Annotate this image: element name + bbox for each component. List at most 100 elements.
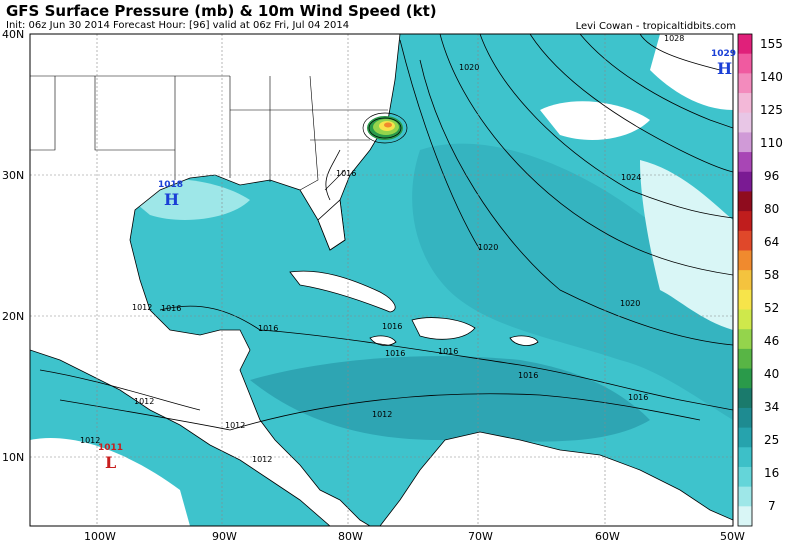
colorbar-swatch [738, 407, 752, 429]
colorbar-swatches [738, 34, 752, 527]
colorbar-swatch [738, 309, 752, 330]
isobar-label: 1012 [134, 397, 154, 406]
colorbar-tick: 58 [764, 268, 779, 282]
isobar-label: 1012 [225, 421, 245, 430]
isobar [419, 59, 733, 346]
low-pressure-marker: L [105, 453, 116, 472]
colorbar-swatch [738, 447, 752, 468]
colorbar-swatch [738, 506, 752, 527]
colorbar-swatch [738, 171, 752, 192]
isobar [479, 34, 733, 219]
colorbar-swatch [738, 289, 752, 311]
calm-zone-ne [650, 34, 733, 110]
land-cuba [289, 270, 396, 313]
pressure-centers: 1029 H 1018 H 1011 L [98, 49, 736, 472]
lat-label: 30N [2, 169, 24, 182]
isobar [399, 39, 481, 251]
colorbar-swatch [738, 132, 752, 153]
colorbar-swatch [738, 34, 752, 55]
colorbar-swatch [738, 53, 752, 74]
isobar-label: 1012 [80, 436, 100, 445]
colorbar-swatch [738, 427, 752, 448]
pressure-value: 1029 [711, 49, 736, 59]
isobar-label: 1016 [438, 347, 458, 356]
latitude-labels: 40N 30N 20N 10N [2, 28, 24, 464]
isobar [59, 399, 231, 431]
colorbar-swatch [738, 73, 752, 94]
high-pressure-marker: H [164, 190, 179, 209]
land-south-america [379, 431, 733, 526]
pressure-value: 1011 [98, 443, 123, 453]
isobar-label: 1016 [628, 393, 648, 402]
isobar-label: 1016 [258, 324, 278, 333]
colorbar-swatch [738, 191, 752, 212]
colorbar-swatch [738, 112, 752, 133]
lat-label: 20N [2, 310, 24, 323]
colorbar-swatch [738, 250, 752, 271]
map-credit: Levi Cowan - tropicaltidbits.com [575, 21, 736, 32]
isobar [639, 34, 721, 71]
isobar-label: 1020 [478, 243, 498, 252]
map-title: GFS Surface Pressure (mb) & 10m Wind Spe… [6, 2, 437, 20]
colorbar-swatch [738, 466, 752, 488]
colorbar-tick: 34 [764, 400, 779, 414]
colorbar-swatch [738, 152, 752, 173]
colorbar-tick: 46 [764, 334, 779, 348]
colorbar-tick: 52 [764, 301, 779, 315]
isobar [579, 34, 733, 129]
colorbar-frame [737, 33, 753, 527]
calm-zone-central [540, 101, 650, 140]
lat-label: 40N [2, 28, 24, 41]
colorbar-tick: 40 [764, 367, 779, 381]
land-puerto-rico [509, 335, 539, 346]
colorbar-swatch [738, 270, 752, 291]
isobar-label: 1020 [620, 299, 640, 308]
isobar [529, 34, 733, 173]
isobar-label: 1016 [336, 169, 356, 178]
map-subtitle: Init: 06z Jun 30 2014 Forecast Hour: [96… [6, 20, 350, 31]
colorbar-swatch [738, 329, 752, 350]
isobar-label: 1024 [621, 173, 641, 182]
isobar [39, 369, 201, 411]
land-hispaniola [411, 317, 476, 340]
high-pressure-center-1029: 1029 H [711, 49, 736, 78]
colorbar-swatch [738, 93, 752, 114]
colorbar-tick: 96 [764, 169, 779, 183]
colorbar-swatch [738, 348, 752, 370]
lon-label: 100W [84, 530, 116, 543]
land-florida [317, 199, 346, 251]
lon-label: 80W [338, 530, 363, 543]
colorbar-tick: 125 [760, 103, 783, 117]
storm-system [362, 112, 408, 144]
isobar [439, 34, 733, 276]
colorbar-ticks: 155 140 125 110 96 80 64 58 52 46 40 34 … [760, 37, 783, 513]
lon-label: 60W [595, 530, 620, 543]
colorbar-swatch [738, 368, 752, 389]
state-borders [30, 75, 388, 191]
colorbar-tick: 155 [760, 37, 783, 51]
calm-zone-pacific [30, 438, 190, 526]
colorbar-tick: 110 [760, 136, 783, 150]
isobar-label: 1016 [385, 349, 405, 358]
isobar [159, 305, 261, 331]
wind-zone-caribbean [250, 356, 650, 442]
isobar-label: 1016 [382, 322, 402, 331]
colorbar-tick: 80 [764, 202, 779, 216]
isobars [39, 34, 733, 431]
isobar-labels: 1028 1020 1024 1020 1020 1016 1016 1016 … [80, 34, 684, 464]
isobar [259, 329, 733, 411]
isobar-label: 1012 [132, 303, 152, 312]
isobar-label: 1020 [459, 63, 479, 72]
isobar [229, 393, 701, 431]
lon-label: 70W [468, 530, 493, 543]
isobar-label: 1012 [252, 455, 272, 464]
colorbar: 155 140 125 110 96 80 64 58 52 46 40 34 … [737, 33, 783, 527]
lat-label: 10N [2, 451, 24, 464]
colorbar-tick: 7 [768, 499, 776, 513]
isobar-label: 1012 [372, 410, 392, 419]
isobar-label: 1028 [664, 34, 684, 43]
colorbar-tick: 16 [764, 466, 779, 480]
longitude-labels: 100W 90W 80W 70W 60W 50W [84, 530, 745, 543]
colorbar-swatch [738, 211, 752, 232]
high-pressure-center-1018: 1018 H [158, 180, 183, 209]
